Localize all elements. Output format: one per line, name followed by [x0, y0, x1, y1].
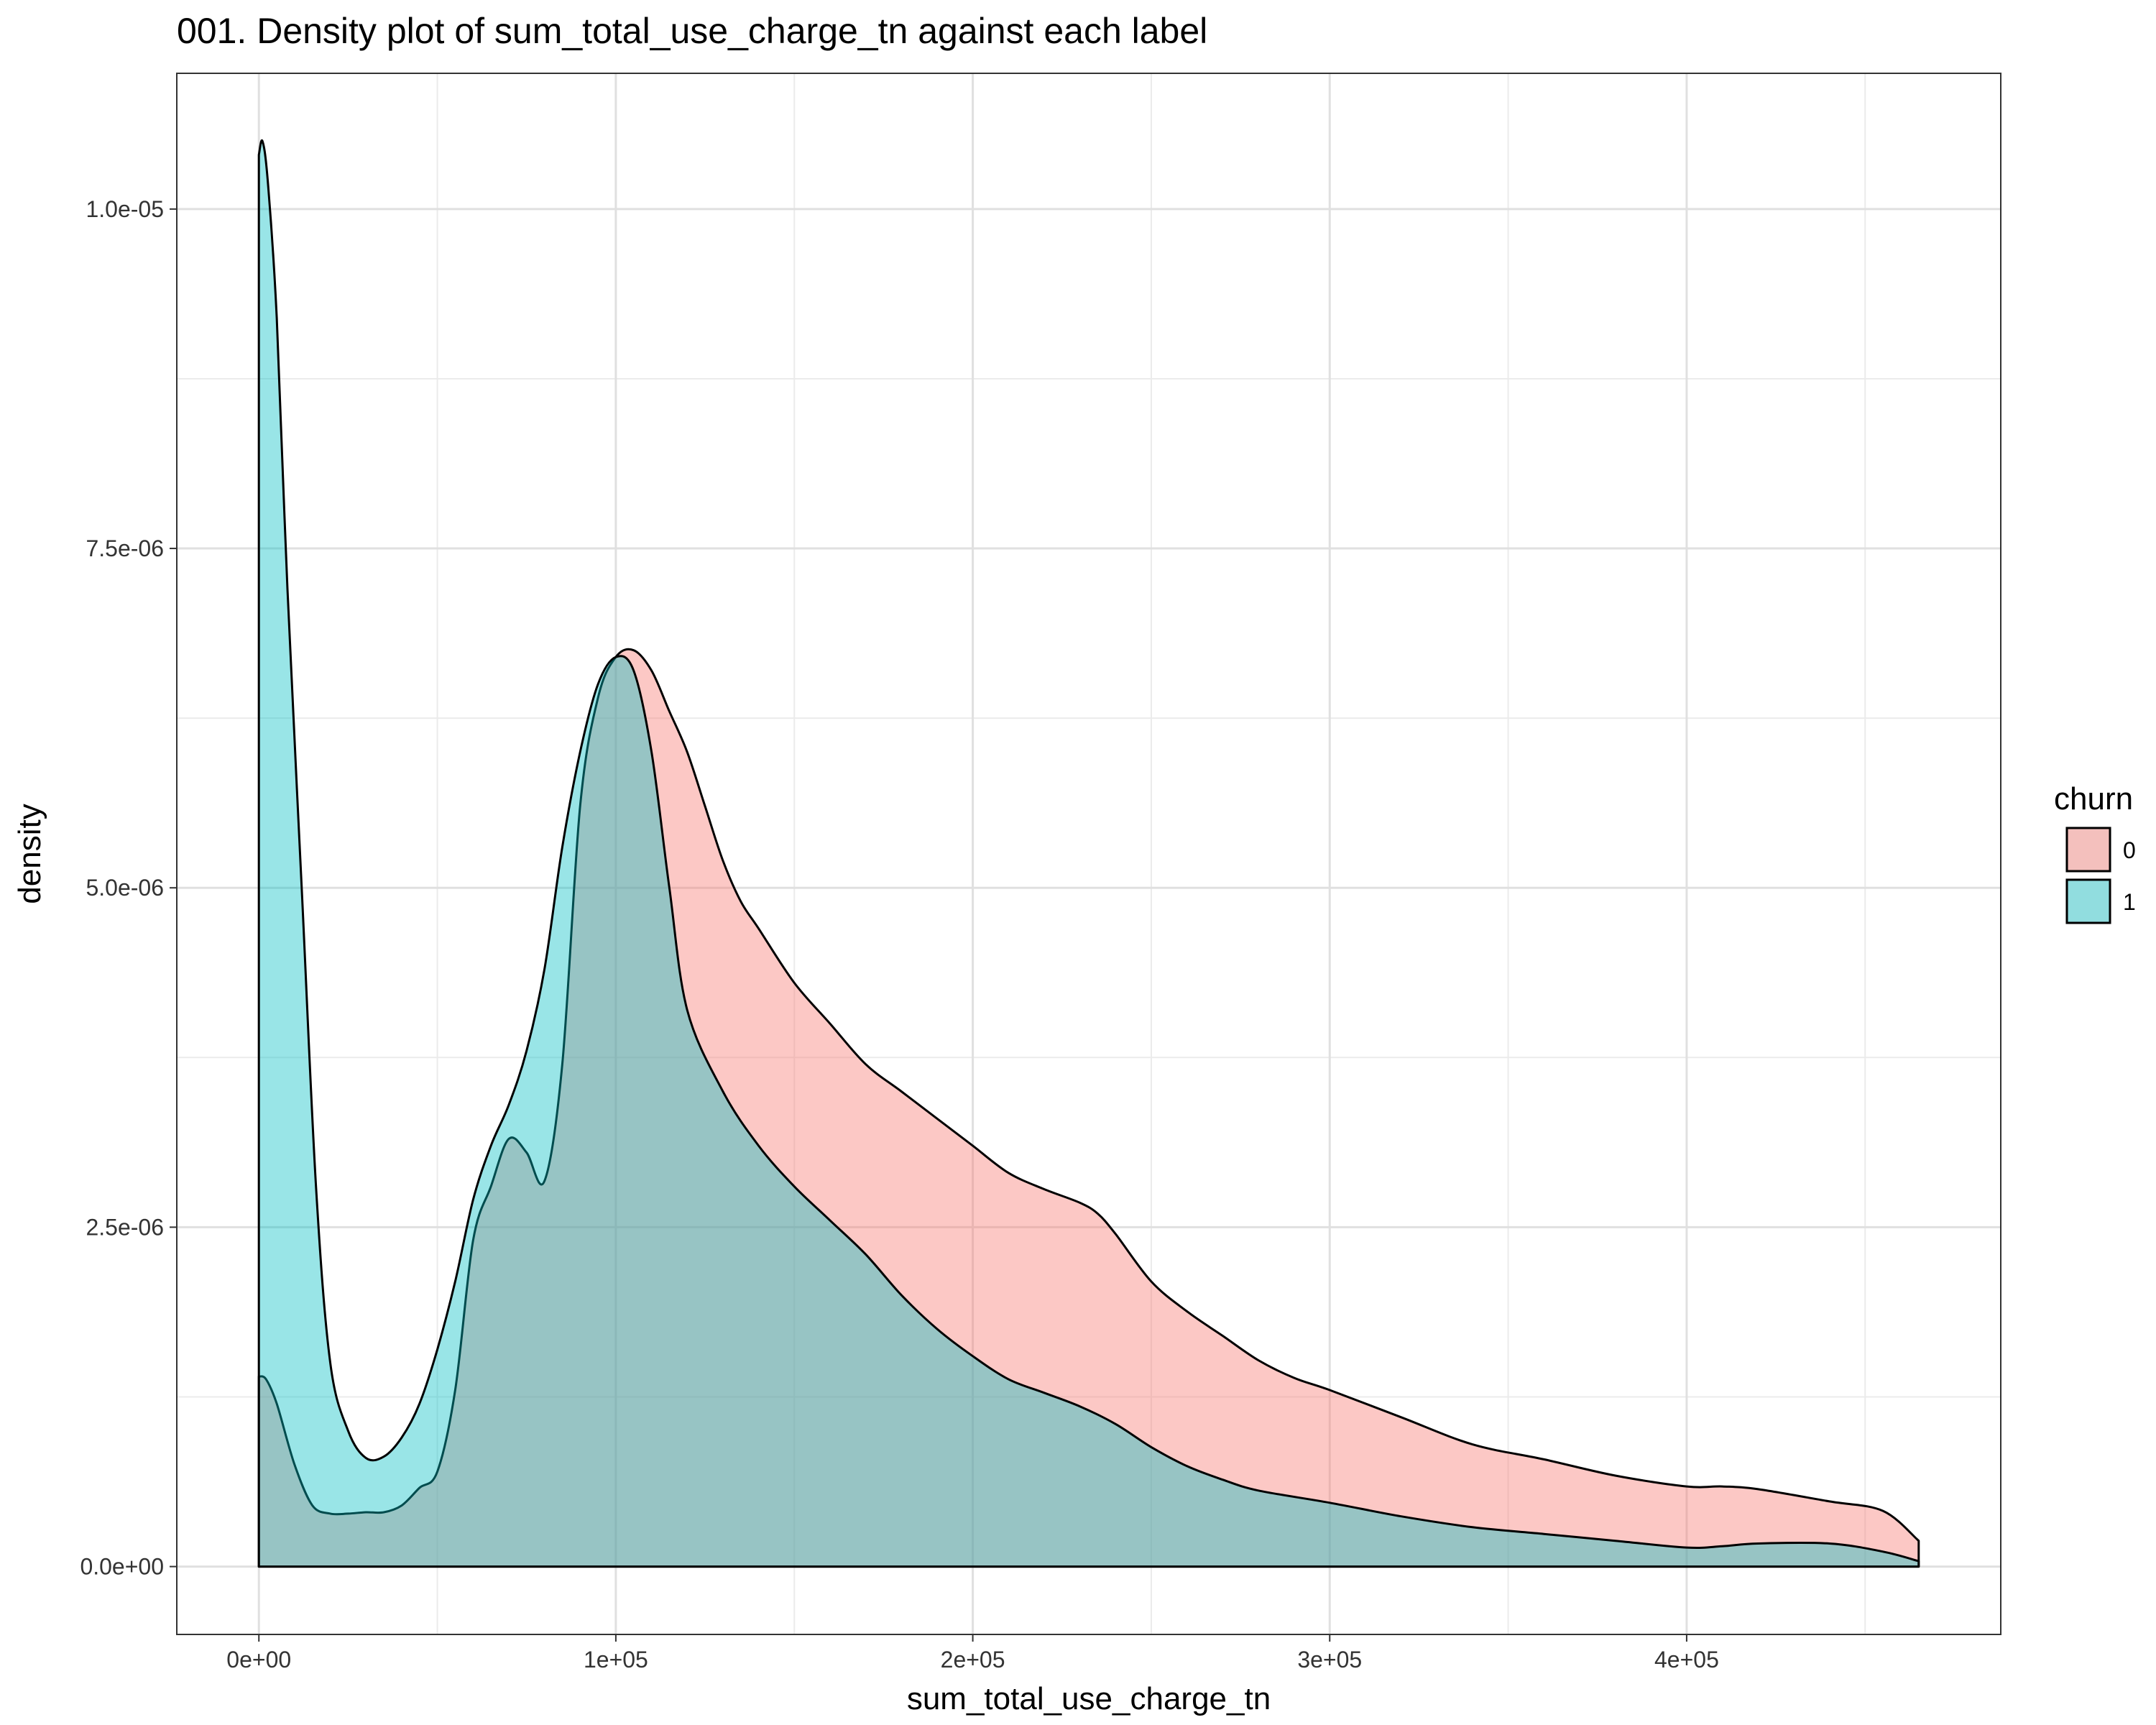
- grid-minor: [177, 73, 2001, 1634]
- plot-panel-background: [177, 73, 2001, 1634]
- y-axis-title: density: [12, 804, 47, 903]
- x-tick-label: 3e+05: [1297, 1647, 1362, 1673]
- x-tick-label: 2e+05: [941, 1647, 1005, 1673]
- y-tick-label: 2.5e-06: [86, 1214, 164, 1240]
- legend-swatch-churn-0: [2065, 827, 2111, 873]
- legend-key-background: [2065, 878, 2111, 924]
- x-axis-ticks: 0e+00 1e+05 2e+05 3e+05 4e+05: [226, 1634, 1719, 1673]
- x-tick-label: 0e+00: [226, 1647, 291, 1673]
- x-tick-label: 1e+05: [584, 1647, 648, 1673]
- y-tick-label: 0.0e+00: [80, 1554, 164, 1580]
- x-tick-label: 4e+05: [1654, 1647, 1719, 1673]
- y-axis-ticks: 0.0e+00 2.5e-06 5.0e-06 7.5e-06 1.0e-05: [80, 196, 177, 1580]
- density-area-churn-1: [257, 139, 1920, 1568]
- y-tick-label: 7.5e-06: [86, 535, 164, 561]
- legend-title: churn: [2054, 781, 2133, 816]
- series-layer: [257, 139, 1920, 1568]
- legend: churn 0 1: [2054, 781, 2136, 924]
- y-tick-label: 5.0e-06: [86, 875, 164, 901]
- legend-swatch-churn-1: [2065, 878, 2111, 924]
- y-tick-label: 1.0e-05: [86, 196, 164, 222]
- density-area-churn-0: [257, 648, 1920, 1568]
- plot-panel-border: [176, 73, 2001, 1635]
- legend-label-churn-1: 1: [2123, 889, 2136, 915]
- legend-label-churn-0: 0: [2123, 837, 2136, 863]
- x-axis-title: sum_total_use_charge_tn: [907, 1681, 1271, 1716]
- legend-key-background: [2065, 827, 2111, 873]
- chart-title: 001. Density plot of sum_total_use_charg…: [177, 11, 1207, 51]
